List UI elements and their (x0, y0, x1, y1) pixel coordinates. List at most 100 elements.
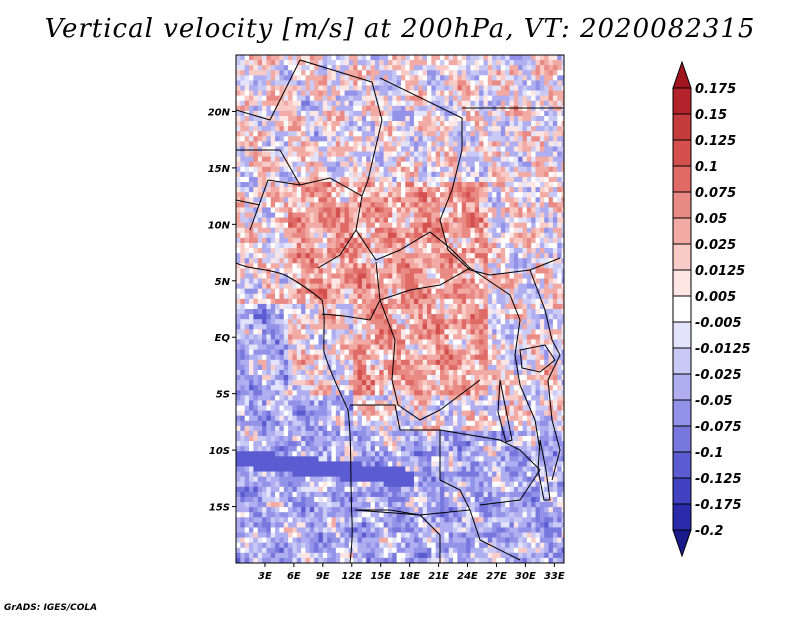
field-cell (461, 95, 467, 102)
field-cell (275, 339, 280, 345)
field-cell (301, 354, 306, 361)
field-cell (474, 380, 480, 386)
field-cell (509, 126, 515, 132)
field-cell (400, 298, 406, 305)
field-cell (379, 75, 384, 81)
field-cell (348, 171, 354, 178)
field-cell (366, 212, 371, 218)
field-cell (305, 187, 311, 193)
field-cell (413, 151, 419, 157)
field-cell (539, 55, 545, 61)
field-cell (470, 136, 476, 142)
field-cell (361, 70, 367, 76)
field-cell (487, 80, 493, 86)
field-cell (322, 197, 328, 203)
field-cell (366, 197, 371, 203)
field-cell (266, 156, 272, 163)
field-cell (444, 75, 450, 81)
field-cell (509, 339, 515, 345)
field-cell (305, 227, 311, 234)
field-cell (539, 187, 545, 193)
field-cell (557, 334, 562, 340)
field-cell (496, 75, 502, 81)
field-cell (305, 115, 311, 122)
field-cell (400, 354, 406, 361)
field-cell (314, 146, 319, 152)
field-cell (474, 126, 480, 132)
field-cell (500, 288, 506, 295)
field-cell (427, 329, 432, 335)
field-cell (262, 80, 267, 86)
field-cell (509, 80, 515, 86)
field-cell (453, 227, 458, 234)
field-cell (487, 105, 493, 112)
field-cell (279, 70, 285, 76)
field-cell (344, 187, 350, 193)
field-cell (236, 354, 241, 361)
field-cell (487, 248, 493, 254)
field-cell (509, 314, 515, 320)
field-cell (483, 283, 489, 290)
field-cell (361, 85, 367, 91)
field-cell (427, 161, 432, 168)
field-cell (292, 156, 298, 163)
field-cell (353, 161, 358, 168)
field-cell (301, 263, 306, 269)
field-cell (457, 217, 463, 224)
field-cell (431, 141, 437, 147)
field-cell (492, 70, 497, 76)
field-cell (392, 364, 398, 371)
field-cell (440, 263, 445, 269)
field-cell (353, 146, 358, 152)
field-cell (418, 263, 424, 269)
field-cell (431, 115, 437, 122)
field-cell (483, 324, 489, 330)
field-cell (249, 334, 254, 340)
field-cell (331, 268, 337, 274)
field-cell (513, 105, 519, 112)
field-cell (409, 80, 415, 86)
field-cell (387, 65, 393, 71)
field-cell (379, 161, 384, 168)
field-cell (240, 136, 246, 142)
field-cell (440, 197, 445, 203)
field-cell (279, 359, 285, 366)
field-cell (522, 182, 528, 188)
field-cell (344, 100, 350, 107)
field-cell (474, 329, 480, 335)
field-cell (383, 136, 389, 142)
field-cell (466, 182, 471, 188)
field-cell (348, 258, 354, 264)
field-cell (400, 278, 406, 284)
field-cell (253, 339, 259, 345)
field-cell (357, 90, 363, 97)
field-cell (383, 95, 389, 102)
field-cell (400, 90, 406, 97)
field-cell (357, 268, 363, 274)
field-cell (413, 212, 419, 218)
field-cell (387, 359, 393, 366)
field-cell (318, 258, 324, 264)
field-cell (331, 278, 337, 284)
field-cell (496, 237, 502, 244)
field-cell (340, 237, 345, 244)
field-cell (314, 385, 319, 391)
field-cell (236, 75, 241, 81)
field-cell (387, 176, 393, 183)
field-cell (353, 90, 358, 97)
field-cell (561, 90, 564, 97)
field-cell (353, 324, 358, 330)
field-cell (444, 192, 450, 198)
field-cell (435, 232, 441, 239)
field-cell (513, 258, 519, 264)
field-cell (531, 324, 536, 330)
field-cell (357, 253, 363, 259)
field-cell (531, 283, 536, 290)
field-cell (253, 100, 259, 107)
field-cell (305, 126, 311, 132)
field-cell (288, 288, 293, 295)
field-cell (431, 369, 437, 376)
field-cell (535, 202, 541, 208)
field-cell (531, 242, 536, 249)
field-cell (266, 354, 272, 361)
